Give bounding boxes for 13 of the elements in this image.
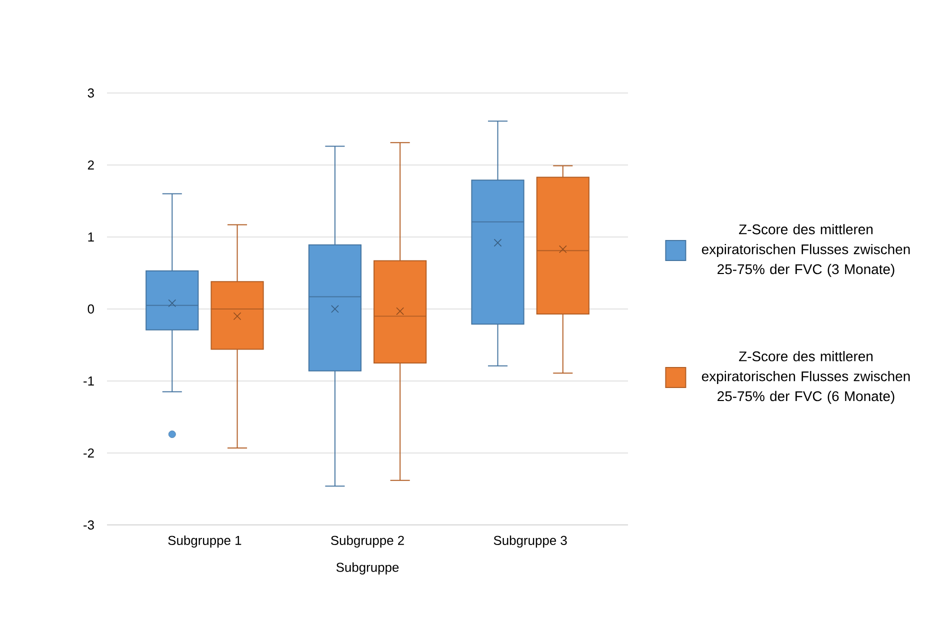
text: Z-Score des mittleren expiratorischen Flusses zwischen 25-75% der FVC (6 Monate) [702, 351, 910, 404]
y-tick-label: -2 [84, 448, 94, 458]
y-tick-label: -3 [84, 520, 94, 530]
y-tick-label: 3 [88, 88, 94, 98]
text: Z-Score des mittleren expiratorischen Flusses zwischen 25-75% der FVC (3 Monate) [702, 224, 910, 277]
x-tick-label: Subgruppe 2 [331, 535, 404, 548]
y-tick-label: 1 [88, 232, 94, 242]
y-tick-label: 0 [88, 304, 94, 314]
x-axis-title: Subgruppe [336, 562, 399, 574]
x-tick-label: Subgruppe 1 [168, 535, 242, 548]
y-tick-label: 2 [88, 160, 94, 170]
x-tick-label: Subgruppe 3 [494, 535, 567, 548]
y-tick-label: -1 [84, 376, 94, 386]
